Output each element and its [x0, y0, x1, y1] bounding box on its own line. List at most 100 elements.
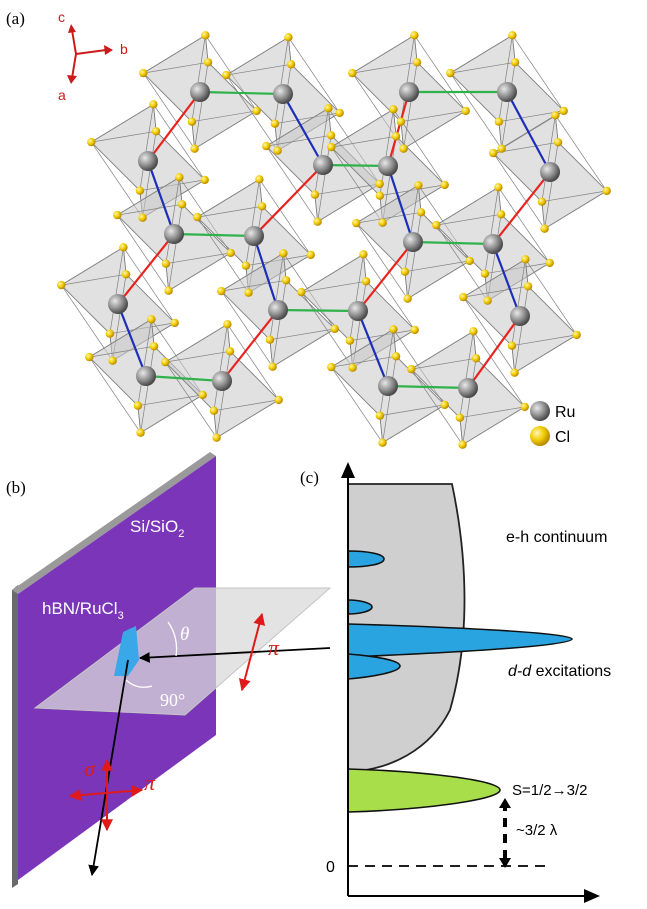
- red-ru-ru-bond: [357, 241, 414, 312]
- octahedron-edge: [140, 346, 155, 433]
- octahedron-edge: [221, 253, 284, 292]
- octahedron-edge: [418, 185, 422, 213]
- octahedron-edge: [191, 35, 206, 122]
- octahedron-edge: [194, 110, 257, 149]
- octahedron-edge: [181, 204, 231, 254]
- sigma-label: σ: [84, 756, 96, 781]
- cl-atom: [375, 191, 385, 200]
- axis-c-label: c: [58, 9, 65, 25]
- octahedron-edge: [301, 291, 353, 368]
- octahedron-edge: [269, 328, 335, 341]
- octahedron-edge: [379, 415, 383, 443]
- cl-atom: [279, 249, 288, 258]
- octahedron-edge: [511, 334, 577, 347]
- cl-atom: [403, 294, 412, 303]
- cl-atom: [133, 401, 143, 410]
- pi-polarization-arrow: [238, 612, 266, 692]
- ru-atom: [510, 306, 530, 326]
- cl-atom: [161, 357, 170, 367]
- cl-atom: [175, 173, 184, 182]
- cl-atom: [281, 276, 291, 285]
- octahedron-edge: [555, 115, 559, 143]
- panel-a-label: (a): [6, 9, 25, 28]
- cl-atom: [164, 286, 173, 295]
- octahedron-edge: [459, 417, 463, 445]
- octahedron-edge: [137, 319, 152, 406]
- cl-atom: [149, 100, 158, 109]
- ru-atom: [212, 371, 232, 391]
- cl-atom: [203, 58, 213, 67]
- octahedron-edge: [436, 224, 486, 274]
- pi-top-label: π: [268, 635, 280, 660]
- octahedron-edge: [411, 357, 477, 370]
- cl-atom: [378, 438, 387, 447]
- cl-atom: [459, 292, 468, 302]
- octahedron-edge: [407, 212, 422, 299]
- octahedron-edge: [349, 254, 364, 341]
- octahedron-edge: [331, 146, 383, 223]
- octahedron-edge: [493, 152, 545, 229]
- octahedron-edge: [514, 334, 577, 373]
- cl-atom: [352, 218, 361, 228]
- octahedron-edge: [197, 216, 247, 266]
- cl-atom: [170, 318, 179, 328]
- cl-atom: [270, 119, 280, 128]
- octahedron-edge: [301, 291, 351, 341]
- cl-atom: [508, 31, 517, 40]
- octahedron-edge: [331, 366, 383, 443]
- cl-atom: [241, 261, 251, 270]
- octahedron-edge: [259, 179, 263, 207]
- cl-atom: [244, 288, 253, 297]
- ru-atom: [403, 232, 423, 252]
- octahedron-edge: [462, 358, 477, 445]
- octahedron-edge: [525, 259, 529, 287]
- octahedron-edge: [216, 399, 279, 438]
- ru-legend-label: Ru: [555, 404, 575, 421]
- octahedron-edge: [395, 136, 445, 186]
- dd-peak-1: [347, 550, 385, 568]
- octahedron-edge: [117, 177, 180, 216]
- cl-atom: [391, 352, 401, 361]
- cl-atom: [217, 286, 226, 296]
- cl-atom: [286, 60, 296, 69]
- octahedron-edge: [226, 74, 278, 151]
- octahedron-edge: [274, 37, 289, 124]
- octahedron-edge: [512, 35, 564, 112]
- cl-atom: [545, 258, 554, 268]
- cl-atom: [57, 280, 66, 290]
- cl-atom: [455, 413, 465, 422]
- octahedron-edge: [314, 108, 329, 195]
- cl-atom: [274, 395, 283, 405]
- right-angle-arc: [125, 679, 153, 688]
- octahedron-edge: [153, 104, 157, 132]
- cl-atom: [306, 250, 315, 260]
- ru-atom: [378, 376, 398, 396]
- octahedron-edge: [165, 252, 231, 265]
- cl-atom: [326, 131, 336, 140]
- octahedron-edge: [541, 115, 556, 202]
- cl-atom: [389, 105, 398, 114]
- blue-ru-ru-bond: [282, 93, 324, 166]
- octahedron-edge: [216, 351, 231, 438]
- green-ru-ru-bond: [173, 232, 255, 238]
- octahedron-edge: [498, 187, 550, 264]
- octahedron-edge: [414, 35, 466, 112]
- cl-atom: [105, 329, 115, 338]
- cl-atom: [378, 218, 387, 227]
- green-ru-ru-bond: [387, 384, 469, 390]
- substrate-label: Si/SiO2: [130, 517, 184, 540]
- cl-atom: [389, 325, 398, 334]
- octahedron-edge: [498, 121, 502, 149]
- zero-label: 0: [326, 859, 335, 876]
- cl-atom: [469, 327, 478, 336]
- octahedron-edge: [450, 61, 516, 74]
- red-ru-ru-bond: [467, 315, 521, 389]
- octahedron-edge: [168, 252, 231, 291]
- cl-atom: [521, 255, 530, 264]
- octahedron-edge: [269, 339, 273, 367]
- ru-atom: [108, 294, 128, 314]
- octahedron-edge: [61, 247, 124, 286]
- octahedron-edge: [317, 183, 380, 222]
- octahedron-edge: [123, 247, 175, 324]
- cl-atom: [177, 200, 187, 209]
